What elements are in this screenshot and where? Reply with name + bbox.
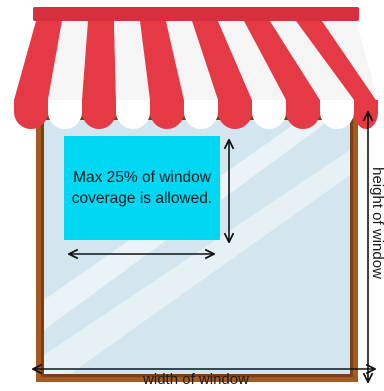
glass-shine-2 — [44, 150, 350, 374]
coverage-note-text: Max 25% of window coverage is allowed. — [71, 169, 213, 207]
awning-top-bar — [33, 7, 359, 21]
coverage-note-box: Max 25% of window coverage is allowed. — [64, 136, 220, 240]
awning-scallops — [14, 100, 378, 129]
width-of-window-label: width of window — [143, 371, 249, 388]
height-of-window-label: height of window — [369, 167, 384, 279]
awning-stripes — [14, 21, 378, 100]
